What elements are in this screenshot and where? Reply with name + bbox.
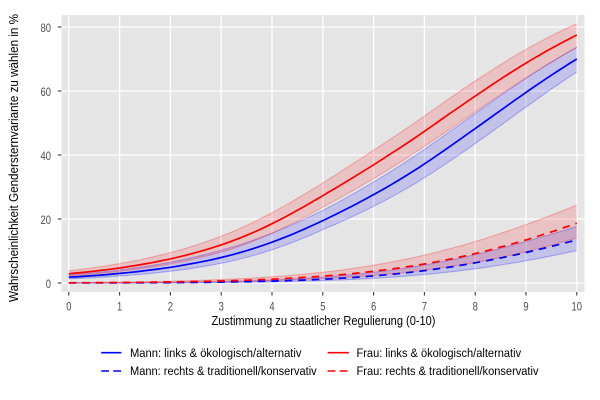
svg-text:2: 2 bbox=[168, 299, 173, 313]
svg-text:6: 6 bbox=[371, 299, 376, 313]
svg-text:4: 4 bbox=[269, 299, 274, 313]
svg-text:80: 80 bbox=[41, 21, 52, 35]
svg-text:9: 9 bbox=[523, 299, 528, 313]
svg-text:Mann: links & ökologisch/alter: Mann: links & ökologisch/alternativ bbox=[130, 346, 302, 360]
svg-text:0: 0 bbox=[66, 299, 71, 313]
svg-text:60: 60 bbox=[41, 85, 52, 99]
svg-text:5: 5 bbox=[320, 299, 325, 313]
svg-text:10: 10 bbox=[572, 299, 583, 313]
svg-text:7: 7 bbox=[422, 299, 427, 313]
svg-text:40: 40 bbox=[41, 149, 52, 163]
svg-text:20: 20 bbox=[41, 213, 52, 227]
svg-text:8: 8 bbox=[473, 299, 478, 313]
svg-text:0: 0 bbox=[46, 277, 51, 291]
svg-text:Frau: rechts & traditionell/ko: Frau: rechts & traditionell/konservativ bbox=[357, 364, 540, 378]
svg-text:Zustimmung zu staatlicher Regu: Zustimmung zu staatlicher Regulierung (0… bbox=[212, 314, 436, 328]
svg-text:Frau: links & ökologisch/alter: Frau: links & ökologisch/alternativ bbox=[357, 346, 522, 360]
svg-text:1: 1 bbox=[117, 299, 122, 313]
svg-text:3: 3 bbox=[219, 299, 224, 313]
svg-text:Mann: rechts & traditionell/ko: Mann: rechts & traditionell/konservativ bbox=[130, 364, 317, 378]
svg-text:Wahrscheinlichkeit Genderstern: Wahrscheinlichkeit Gendersternvariante z… bbox=[7, 14, 21, 302]
